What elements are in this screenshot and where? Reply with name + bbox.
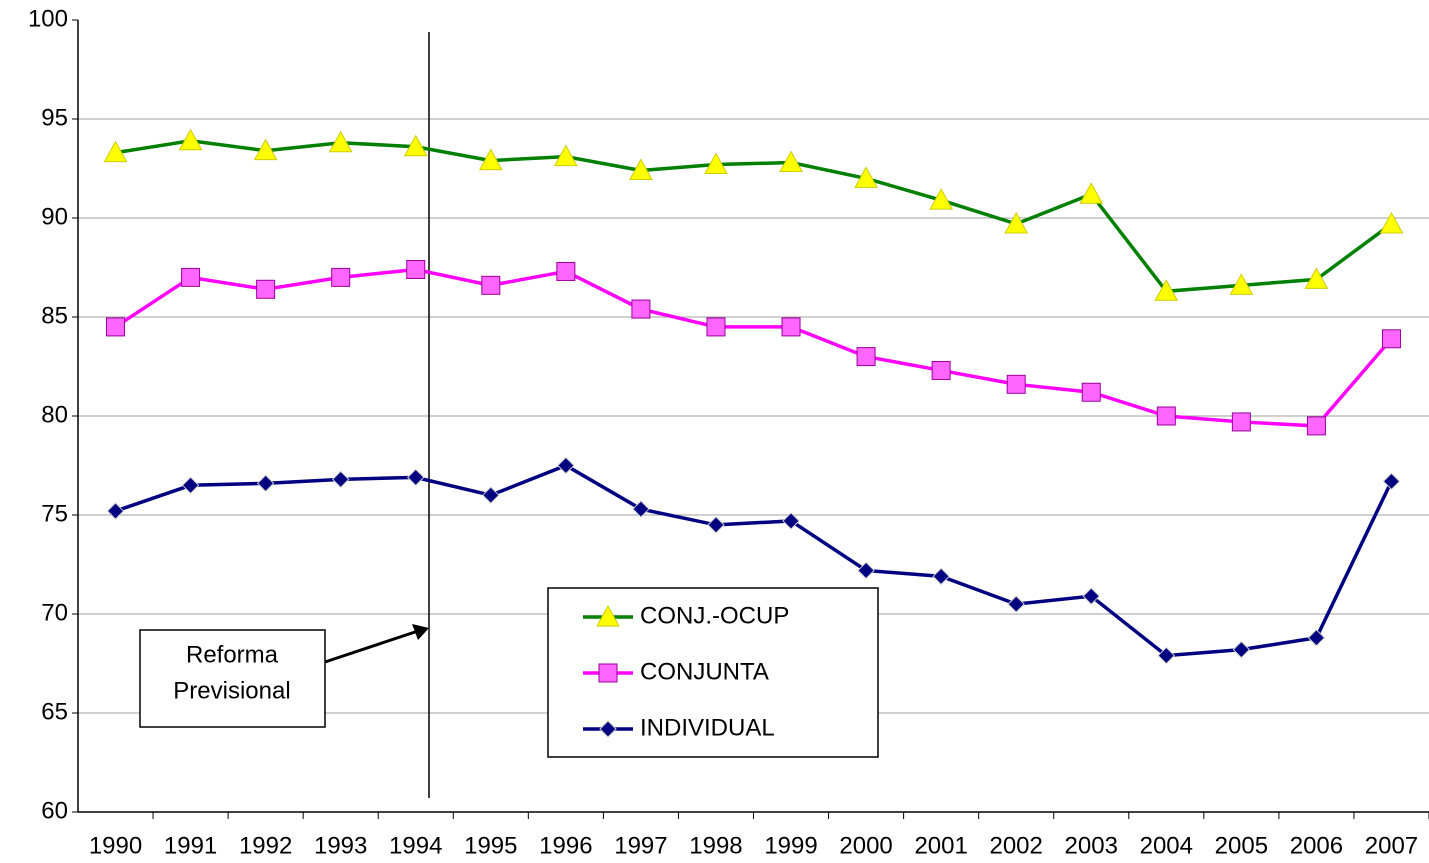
x-tick-label: 2003 <box>1065 832 1118 859</box>
marker <box>407 468 425 487</box>
series-line <box>115 139 1393 294</box>
x-tick-label: 1999 <box>764 832 817 859</box>
x-tick-label: 1998 <box>689 832 742 859</box>
x-tick-label: 2004 <box>1140 832 1193 859</box>
x-tick-label: 2005 <box>1215 832 1268 859</box>
annotation-arrow <box>324 629 419 664</box>
marker <box>1006 374 1026 394</box>
marker <box>931 360 951 380</box>
marker <box>1231 412 1251 432</box>
x-tick-label: 1994 <box>389 832 442 859</box>
marker <box>106 317 126 337</box>
marker <box>181 476 200 495</box>
marker <box>781 317 801 337</box>
y-tick-label: 90 <box>41 203 68 230</box>
marker <box>1081 382 1101 402</box>
marker <box>856 347 876 367</box>
marker <box>857 561 875 580</box>
legend-label: CONJUNTA <box>640 658 769 685</box>
marker <box>556 261 576 281</box>
legend-label: INDIVIDUAL <box>640 714 775 741</box>
x-tick-label: 1995 <box>464 832 517 859</box>
marker <box>932 567 950 586</box>
marker <box>1307 629 1326 647</box>
marker <box>406 259 426 279</box>
marker <box>1156 406 1176 426</box>
marker <box>328 130 353 153</box>
marker <box>854 166 878 188</box>
y-tick-label: 65 <box>41 698 68 725</box>
x-tick-label: 2000 <box>839 832 892 859</box>
y-tick-label: 95 <box>41 104 68 131</box>
marker <box>704 152 728 175</box>
y-tick-label: 100 <box>28 5 68 32</box>
y-tick-label: 70 <box>41 599 68 626</box>
x-tick-label: 1993 <box>314 832 367 859</box>
x-tick-label: 2002 <box>989 832 1042 859</box>
marker <box>782 512 800 530</box>
y-tick-label: 80 <box>41 401 68 428</box>
marker <box>629 158 653 180</box>
marker <box>106 502 125 520</box>
legend-marker <box>599 720 617 738</box>
marker <box>1304 267 1329 289</box>
annotation-text: Reforma <box>186 641 279 668</box>
marker <box>256 474 275 493</box>
legend-marker <box>598 663 618 683</box>
series-line <box>114 463 1394 658</box>
marker <box>1382 472 1401 491</box>
marker <box>331 267 351 287</box>
marker <box>178 128 203 151</box>
marker <box>1154 279 1179 301</box>
marker <box>1232 640 1251 659</box>
marker <box>181 267 201 287</box>
x-tick-label: 2001 <box>914 832 967 859</box>
marker <box>707 516 725 534</box>
marker <box>481 275 501 295</box>
legend-label: CONJ.-OCUP <box>640 602 789 629</box>
marker <box>631 299 651 319</box>
marker <box>1007 595 1025 613</box>
marker <box>403 134 428 157</box>
x-tick-label: 1992 <box>239 832 292 859</box>
x-tick-label: 2006 <box>1290 832 1343 859</box>
marker <box>554 144 578 167</box>
y-tick-label: 75 <box>41 500 68 527</box>
marker <box>557 456 575 475</box>
marker <box>482 486 500 504</box>
x-tick-label: 1991 <box>164 832 217 859</box>
marker <box>1004 211 1029 234</box>
marker <box>1381 329 1401 349</box>
annotation-box <box>139 629 326 728</box>
marker <box>1379 211 1404 234</box>
y-tick-label: 85 <box>41 302 68 329</box>
legend-marker <box>596 604 620 627</box>
x-tick-label: 1990 <box>89 832 142 859</box>
marker <box>103 140 128 163</box>
marker <box>1157 646 1176 665</box>
marker <box>1079 182 1104 204</box>
marker <box>1306 416 1326 436</box>
series-line <box>114 267 1393 428</box>
marker <box>1082 587 1100 605</box>
marker <box>632 500 650 518</box>
x-tick-label: 1997 <box>614 832 667 859</box>
marker <box>1229 273 1254 295</box>
annotation-arrowhead <box>412 624 429 640</box>
x-tick-label: 2007 <box>1365 832 1418 859</box>
x-tick-label: 1996 <box>539 832 592 859</box>
marker <box>478 148 503 171</box>
marker <box>706 317 726 337</box>
marker <box>253 138 278 161</box>
marker <box>256 279 276 299</box>
marker <box>779 150 803 173</box>
marker <box>331 470 350 489</box>
marker <box>929 188 953 210</box>
y-tick-label: 60 <box>41 797 68 824</box>
annotation-text: Previsional <box>173 677 290 704</box>
